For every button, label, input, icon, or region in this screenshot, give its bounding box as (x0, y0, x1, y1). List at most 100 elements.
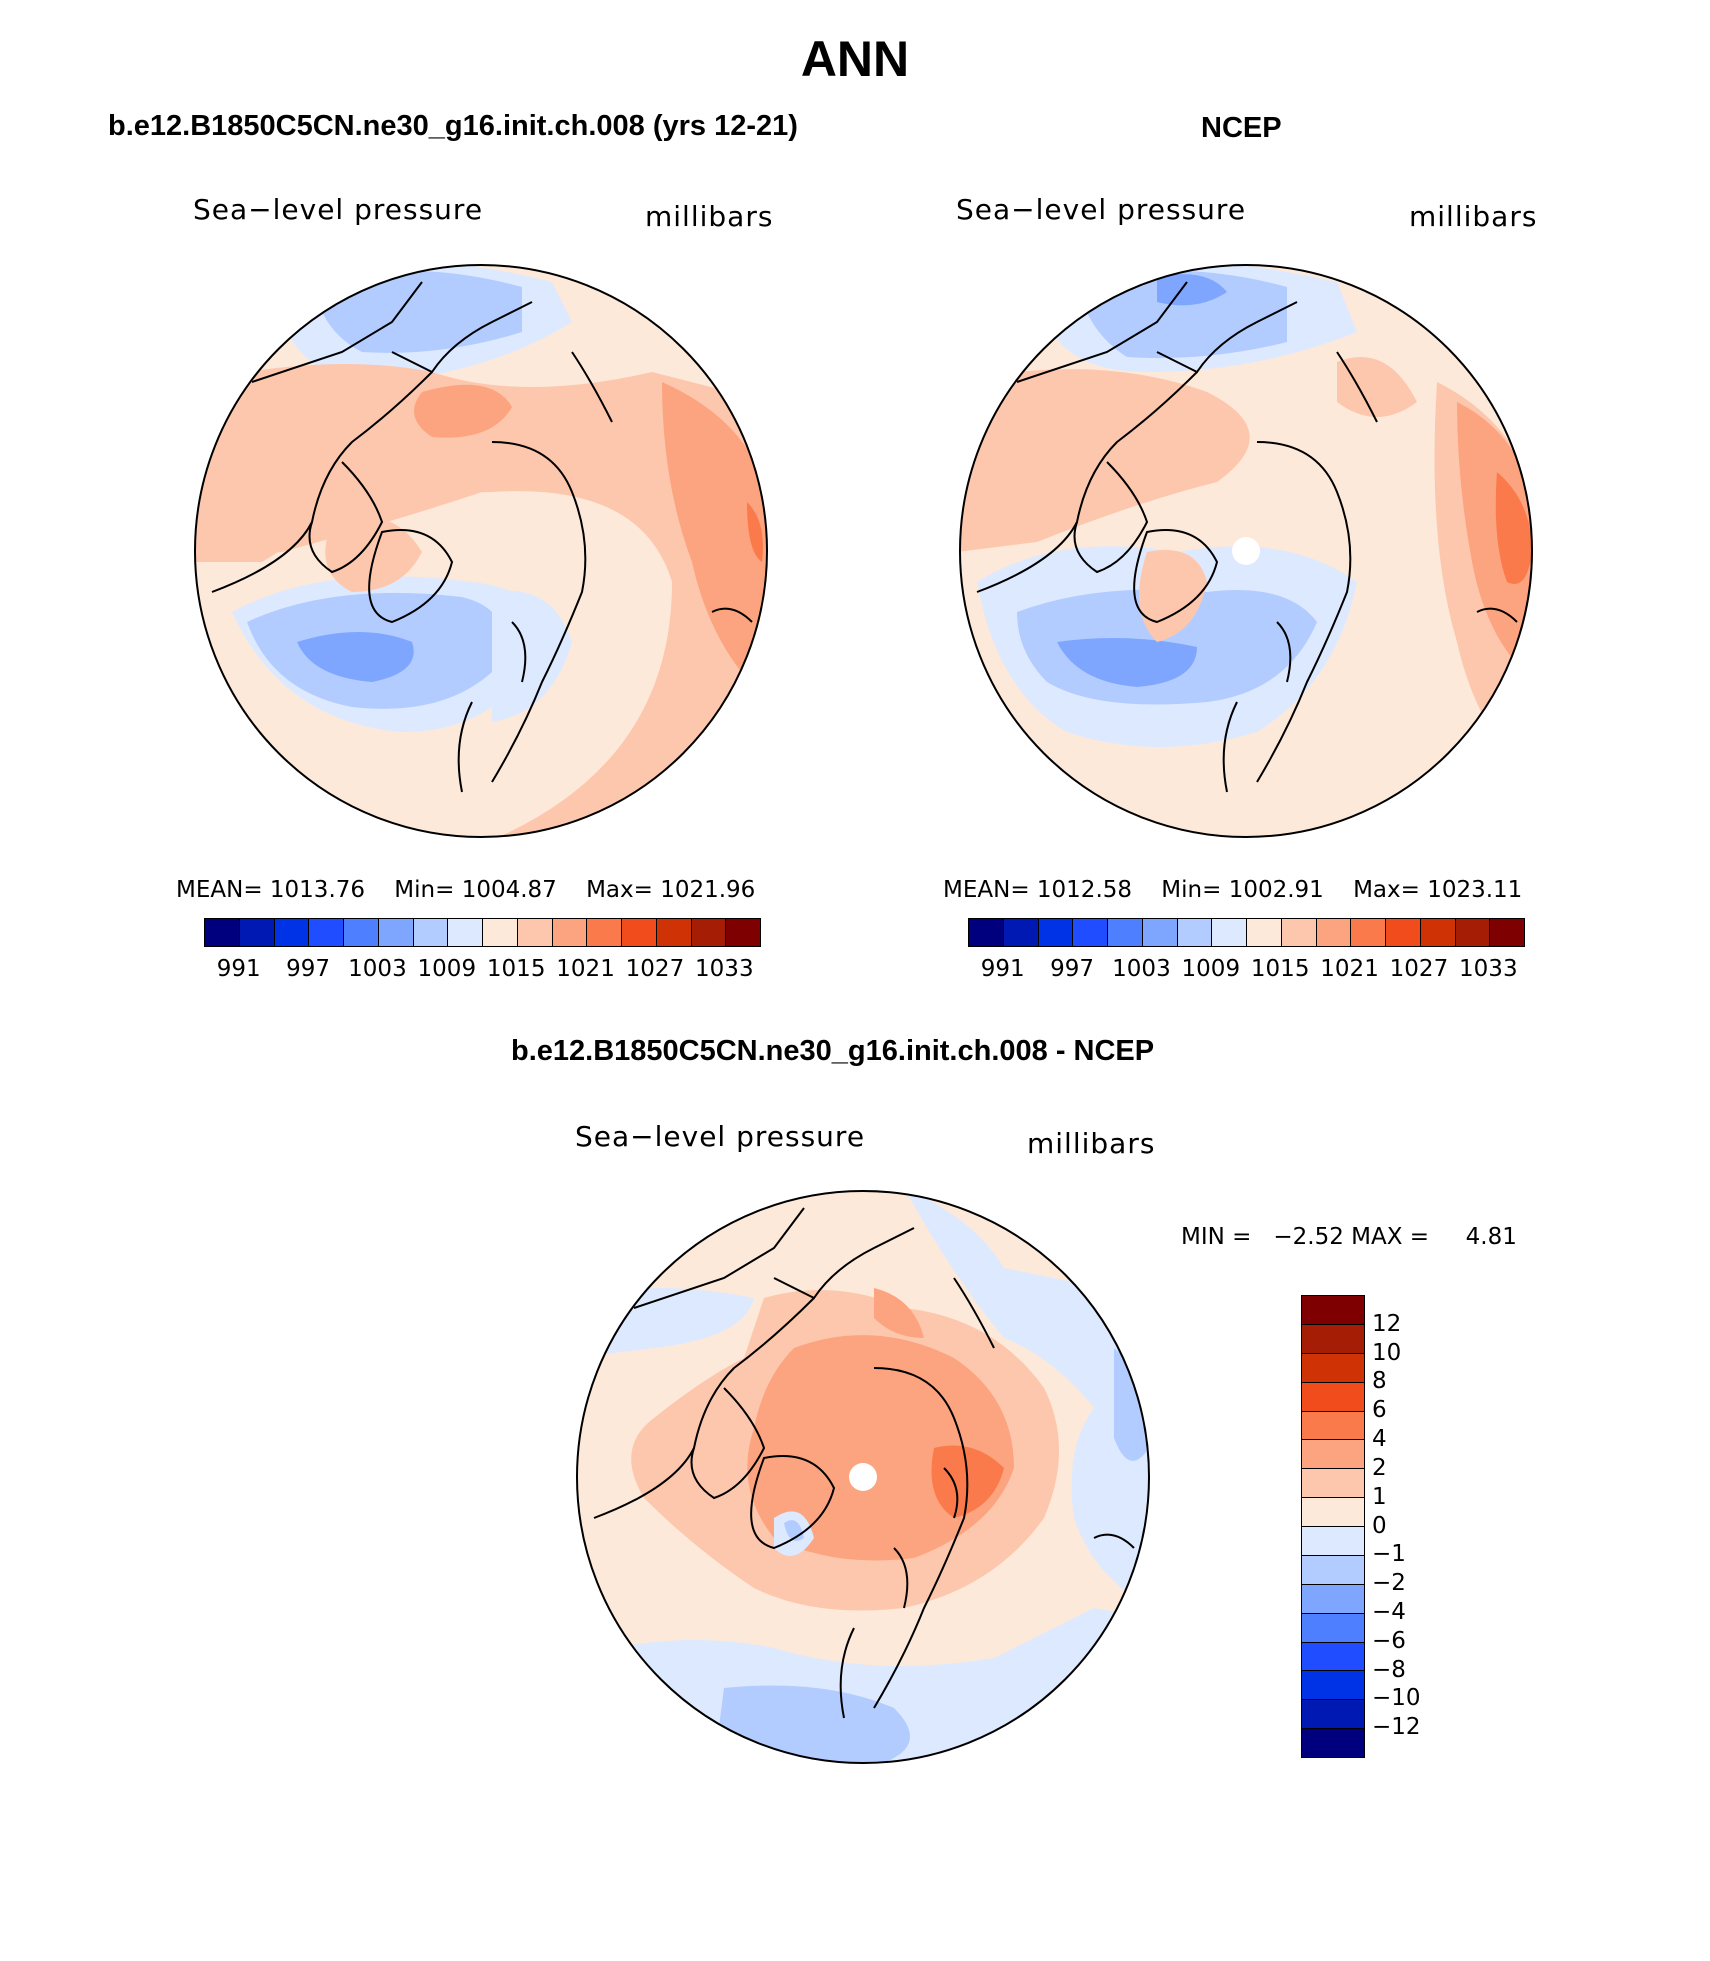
colorbar-swatch (1003, 919, 1039, 946)
colorbar-tick-label: 1021 (1320, 956, 1379, 982)
colorbar-tick-label: −6 (1372, 1627, 1406, 1654)
colorbar-swatch (1302, 1613, 1364, 1643)
colorbar-tick-label: 997 (1050, 956, 1095, 982)
colorbar-swatch (1351, 919, 1386, 946)
colorbar-tick-label: 1033 (695, 956, 754, 982)
colorbar-swatch (1302, 1382, 1364, 1412)
colorbar-tick-label: 1003 (348, 956, 407, 982)
panel3-colorbar-ticks: 12 10 8 6 4 2 1 0 −1 −2 −4 −6 −8 −10 −12 (1372, 1295, 1452, 1756)
colorbar-tick-label: 991 (980, 956, 1025, 982)
colorbar-tick-label: 6 (1372, 1397, 1387, 1424)
colorbar-swatch (1302, 1469, 1364, 1499)
panel3-title: b.e12.B1850C5CN.ne30_g16.init.ch.008 - N… (511, 1035, 1155, 1067)
panel1-variable-label: Sea−level pressure (193, 193, 484, 226)
colorbar-tick-label: 1021 (556, 956, 615, 982)
colorbar-tick-label: −8 (1372, 1656, 1406, 1683)
panel1-colorbar-ticks: 991 997 1003 1009 1015 1021 1027 1033 (204, 956, 759, 986)
colorbar-swatch (274, 919, 310, 946)
colorbar-swatch (1302, 1671, 1364, 1701)
colorbar-swatch (1142, 919, 1178, 946)
colorbar-tick-label: 0 (1372, 1512, 1387, 1539)
colorbar-tick-label: −12 (1372, 1714, 1421, 1741)
colorbar-swatch (309, 919, 344, 946)
panel3-colorbar (1301, 1295, 1365, 1758)
colorbar-swatch (1302, 1700, 1364, 1730)
colorbar-swatch (1247, 919, 1282, 946)
colorbar-swatch (622, 919, 657, 946)
colorbar-swatch (1302, 1353, 1364, 1383)
colorbar-swatch (1073, 919, 1108, 946)
colorbar-swatch (1490, 919, 1524, 946)
panel2-title: NCEP (1201, 112, 1282, 144)
colorbar-swatch (1302, 1296, 1364, 1325)
colorbar-swatch (1302, 1411, 1364, 1441)
colorbar-tick-label: 10 (1372, 1339, 1402, 1366)
colorbar-tick-label: 1009 (417, 956, 477, 982)
colorbar-swatch (1108, 919, 1143, 946)
colorbar-swatch (552, 919, 588, 946)
colorbar-tick-label: −1 (1372, 1541, 1406, 1568)
colorbar-tick-label: 1009 (1181, 956, 1241, 982)
colorbar-swatch (1281, 919, 1317, 946)
colorbar-tick-label: 991 (216, 956, 261, 982)
colorbar-swatch (483, 919, 518, 946)
colorbar-swatch (239, 919, 275, 946)
colorbar-swatch (1420, 919, 1456, 946)
colorbar-tick-label: 1015 (1250, 956, 1310, 982)
colorbar-swatch (691, 919, 727, 946)
panel1-title: b.e12.B1850C5CN.ne30_g16.init.ch.008 (yr… (108, 110, 798, 142)
colorbar-tick-label: 997 (286, 956, 331, 982)
main-title: ANN (800, 31, 910, 87)
colorbar-tick-label: −10 (1372, 1685, 1421, 1712)
panel2-variable-label: Sea−level pressure (956, 193, 1247, 226)
colorbar-tick-label: 8 (1372, 1368, 1387, 1395)
colorbar-swatch (1302, 1498, 1364, 1527)
colorbar-swatch (1455, 919, 1491, 946)
panel3-units-label: millibars (1027, 1127, 1156, 1160)
colorbar-swatch (1386, 919, 1421, 946)
panel2-colorbar (968, 918, 1525, 947)
colorbar-swatch (344, 919, 379, 946)
panel1-stats: MEAN= 1013.76 Min= 1004.87 Max= 1021.96 (176, 877, 756, 903)
colorbar-swatch (726, 919, 760, 946)
colorbar-tick-label: 1015 (486, 956, 546, 982)
colorbar-swatch (1212, 919, 1247, 946)
colorbar-swatch (1302, 1324, 1364, 1354)
panel3-variable-label: Sea−level pressure (575, 1120, 866, 1153)
colorbar-tick-label: 1003 (1112, 956, 1171, 982)
colorbar-tick-label: 4 (1372, 1426, 1387, 1453)
colorbar-swatch (378, 919, 414, 946)
colorbar-tick-label: 2 (1372, 1454, 1387, 1481)
panel2-units-label: millibars (1409, 200, 1538, 233)
colorbar-swatch (656, 919, 692, 946)
colorbar-tick-label: 1 (1372, 1483, 1387, 1510)
panel2-colorbar-ticks: 991 997 1003 1009 1015 1021 1027 1033 (968, 956, 1523, 986)
colorbar-tick-label: 1033 (1459, 956, 1518, 982)
colorbar-swatch (1302, 1440, 1364, 1470)
colorbar-swatch (413, 919, 449, 946)
colorbar-tick-label: −2 (1372, 1570, 1406, 1597)
colorbar-tick-label: −4 (1372, 1598, 1406, 1625)
panel3-polar-map (576, 1190, 1150, 1764)
colorbar-swatch (517, 919, 553, 946)
panel1-units-label: millibars (645, 200, 774, 233)
colorbar-swatch (1302, 1642, 1364, 1672)
colorbar-swatch (1302, 1729, 1364, 1757)
colorbar-swatch (1177, 919, 1213, 946)
colorbar-tick-label: 1027 (1389, 956, 1449, 982)
panel2-polar-map (959, 264, 1533, 838)
colorbar-swatch (205, 919, 240, 946)
panel2-stats: MEAN= 1012.58 Min= 1002.91 Max= 1023.11 (943, 877, 1523, 903)
colorbar-swatch (1302, 1584, 1364, 1614)
colorbar-swatch (1302, 1555, 1364, 1585)
panel1-polar-map (194, 264, 768, 838)
colorbar-swatch (587, 919, 622, 946)
colorbar-swatch (1316, 919, 1352, 946)
colorbar-swatch (1038, 919, 1074, 946)
colorbar-swatch (1302, 1527, 1364, 1556)
colorbar-tick-label: 1027 (625, 956, 685, 982)
colorbar-swatch (969, 919, 1004, 946)
panel1-colorbar (204, 918, 761, 947)
colorbar-tick-label: 12 (1372, 1310, 1402, 1337)
panel3-stats: MIN = −2.52 MAX = 4.81 (1181, 1224, 1517, 1250)
